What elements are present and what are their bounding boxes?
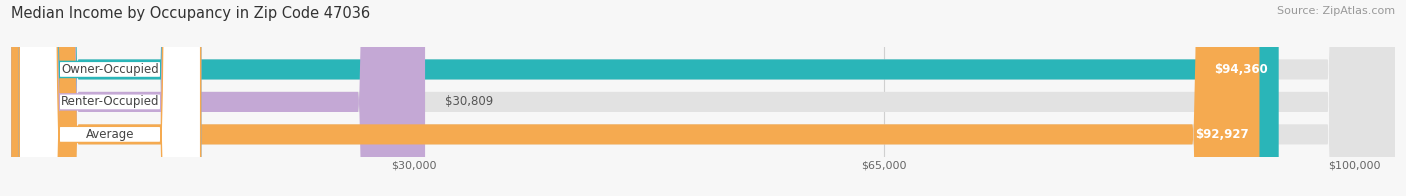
- Text: Source: ZipAtlas.com: Source: ZipAtlas.com: [1277, 6, 1395, 16]
- FancyBboxPatch shape: [11, 0, 1278, 196]
- Text: $92,927: $92,927: [1195, 128, 1249, 141]
- Text: Average: Average: [86, 128, 134, 141]
- Text: Median Income by Occupancy in Zip Code 47036: Median Income by Occupancy in Zip Code 4…: [11, 6, 370, 21]
- FancyBboxPatch shape: [11, 0, 1260, 196]
- Text: Owner-Occupied: Owner-Occupied: [60, 63, 159, 76]
- FancyBboxPatch shape: [11, 0, 1395, 196]
- Text: $94,360: $94,360: [1215, 63, 1268, 76]
- FancyBboxPatch shape: [20, 0, 201, 196]
- Text: $30,809: $30,809: [446, 95, 494, 108]
- FancyBboxPatch shape: [20, 0, 201, 196]
- FancyBboxPatch shape: [11, 0, 1395, 196]
- Text: Renter-Occupied: Renter-Occupied: [60, 95, 159, 108]
- FancyBboxPatch shape: [20, 0, 201, 196]
- FancyBboxPatch shape: [11, 0, 425, 196]
- FancyBboxPatch shape: [11, 0, 1395, 196]
